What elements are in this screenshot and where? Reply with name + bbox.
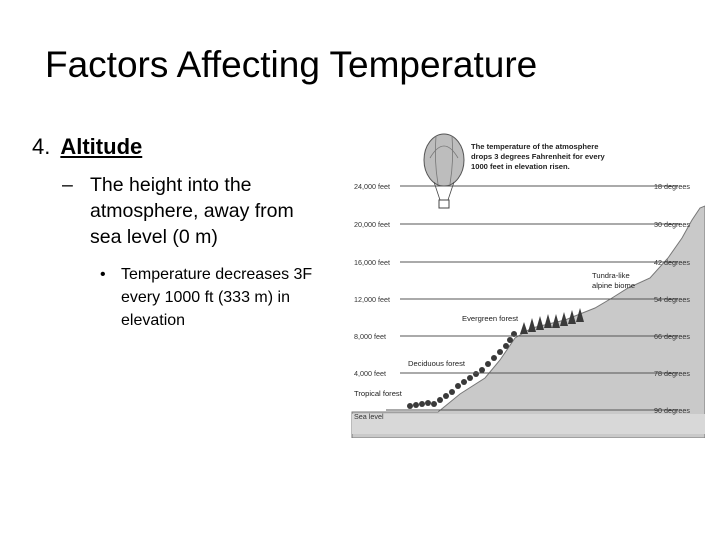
biome-label-deciduous: Deciduous forest xyxy=(408,359,466,368)
altitude-label-8000: 8,000 feet xyxy=(354,332,386,341)
mountain-shape xyxy=(351,205,705,438)
biome-labels: Tundra-like alpine biome Evergreen fores… xyxy=(354,271,635,398)
biome-label-tropical: Tropical forest xyxy=(354,389,403,398)
altitude-label-16000: 16,000 feet xyxy=(354,258,390,267)
temperature-label-42: 42 degrees xyxy=(654,258,690,267)
ground-strip xyxy=(352,414,705,434)
altitude-label-24000: 24,000 feet xyxy=(354,182,390,191)
temperature-label-78: 78 degrees xyxy=(654,369,690,378)
caption-line-3: 1000 feet in elevation risen. xyxy=(471,162,570,171)
point-altitude: 4. Altitude xyxy=(32,134,142,160)
slide-title: Factors Affecting Temperature xyxy=(45,44,538,85)
diagram-caption: The temperature of the atmosphere drops … xyxy=(471,142,606,171)
altitude-label-4000: 4,000 feet xyxy=(354,369,386,378)
point-heading: Altitude xyxy=(60,134,143,159)
biome-label-tundra-2: alpine biome xyxy=(592,281,635,290)
forest-trees xyxy=(407,308,584,409)
sub-point-text: The height into the atmosphere, away fro… xyxy=(90,174,294,248)
hot-air-balloon-icon xyxy=(423,133,465,209)
temperature-label-54: 54 degrees xyxy=(654,295,690,304)
point-number: 4. xyxy=(32,134,51,159)
sub-sub-point-text: Temperature decreases 3F every 1000 ft (… xyxy=(121,266,313,329)
altitude-lines xyxy=(386,185,680,411)
temperature-label-18: 18 degrees xyxy=(654,182,690,191)
altitude-temperature-diagram: The temperature of the atmosphere drops … xyxy=(351,133,705,438)
temperature-label-90: 90 degrees xyxy=(654,406,690,415)
temperature-label-30: 30 degrees xyxy=(654,220,690,229)
bullet-marker: • xyxy=(100,266,106,283)
caption-line-1: The temperature of the atmosphere xyxy=(471,142,598,151)
temperature-label-66: 66 degrees xyxy=(654,332,690,341)
biome-label-tundra-1: Tundra-like xyxy=(592,271,630,280)
altitude-label-12000: 12,000 feet xyxy=(354,295,390,304)
dash-marker: – xyxy=(62,174,73,196)
altitude-label-sea-level: Sea level xyxy=(354,412,384,421)
temperature-labels: 18 degrees 30 degrees 42 degrees 54 degr… xyxy=(654,182,690,415)
altitude-labels: 24,000 feet 20,000 feet 16,000 feet 12,0… xyxy=(354,182,390,421)
biome-label-evergreen: Evergreen forest xyxy=(462,314,519,323)
altitude-label-20000: 20,000 feet xyxy=(354,220,390,229)
caption-line-2: drops 3 degrees Fahrenheit for every xyxy=(471,152,606,161)
